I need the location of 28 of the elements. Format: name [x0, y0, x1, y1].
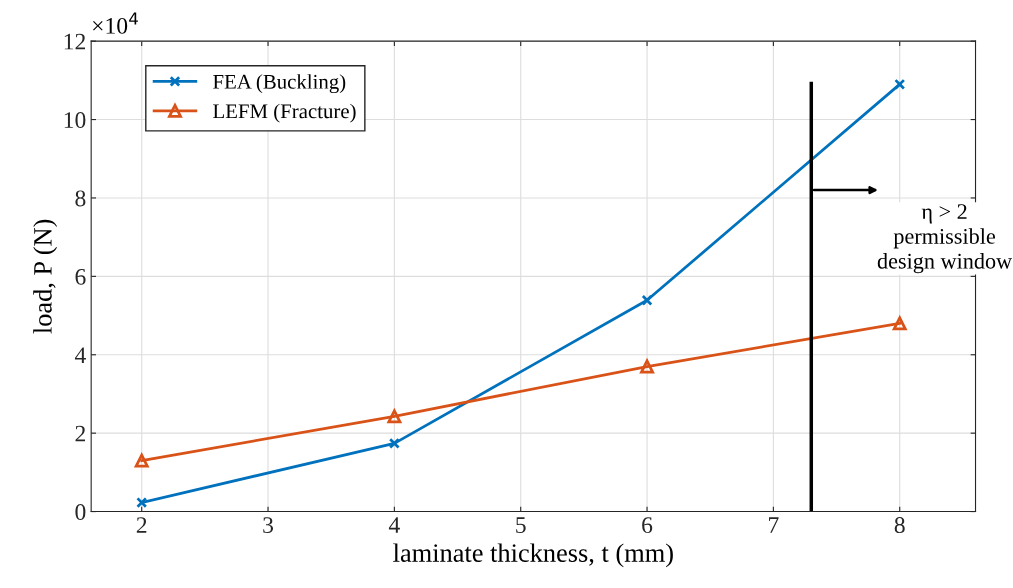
x-tick-label: 7 — [769, 517, 779, 533]
y-tick-label: 0 — [75, 504, 86, 520]
y-tick-label: 2 — [75, 425, 86, 442]
x-tick-label: 4 — [388, 517, 400, 533]
y-tick-label: 4 — [74, 347, 86, 363]
point — [136, 496, 148, 509]
point — [134, 453, 149, 468]
x-tick-label: 2 — [136, 517, 147, 533]
x-tick-label: 3 — [263, 517, 274, 534]
y-tick-label: 10 — [64, 112, 86, 128]
point — [639, 357, 655, 374]
legend-label: LEFM (Fracture) — [213, 103, 356, 123]
x-tick-label: 8 — [894, 517, 905, 534]
point — [641, 294, 653, 306]
point — [387, 409, 402, 424]
point — [892, 316, 907, 331]
point — [388, 437, 400, 449]
y-tick-label: 12 — [64, 33, 86, 50]
y-tick-label: 8 — [75, 190, 86, 207]
legend-label: FEA (Buckling) — [213, 74, 346, 94]
x-tick-label: 5 — [516, 517, 526, 534]
x-tick-label: 6 — [642, 517, 653, 534]
y-tick-label: 6 — [75, 268, 86, 285]
point — [894, 78, 906, 90]
y-axis-title: load, P (N) — [33, 219, 58, 334]
text: ×10$^{4}$ — [93, 12, 138, 34]
annotation: η > 2 permissible design window — [877, 204, 1013, 274]
x-axis-title: laminate thickness, t (mm) — [393, 543, 673, 568]
